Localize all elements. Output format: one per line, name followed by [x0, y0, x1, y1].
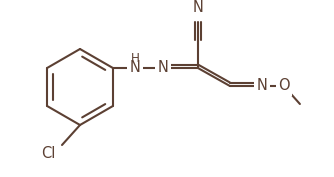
Text: O: O	[278, 79, 290, 93]
Text: N: N	[192, 0, 203, 15]
Text: H: H	[130, 53, 139, 65]
Text: Cl: Cl	[42, 146, 56, 161]
Text: N: N	[157, 61, 168, 76]
Text: N: N	[257, 79, 267, 93]
Text: N: N	[130, 61, 140, 76]
